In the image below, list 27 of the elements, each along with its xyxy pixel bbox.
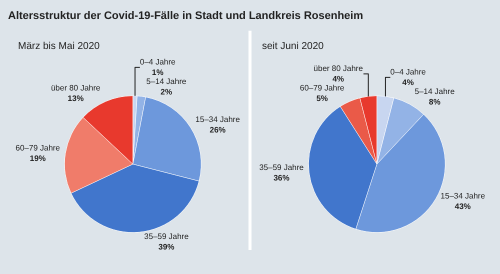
- chart-title: Altersstruktur der Covid-19-Fälle in Stadt und Landkreis Rosenheim: [8, 10, 364, 22]
- slice-label: über 80 Jahre: [314, 64, 364, 74]
- data-label: 2%: [160, 87, 172, 96]
- slice-label: 15–34 Jahre: [440, 192, 486, 201]
- data-label: 39%: [158, 242, 174, 252]
- slice-label: 35–59 Jahre: [259, 163, 304, 172]
- slice-label: 0–4 Jahre: [140, 58, 176, 67]
- slice-label: 5–14 Jahre: [414, 87, 456, 96]
- data-label: 5%: [316, 94, 328, 103]
- slice-label: über 80 Jahre: [50, 84, 101, 93]
- data-label: 13%: [68, 94, 84, 103]
- slice-label: 35–59 Jahre: [144, 232, 190, 242]
- slice-label: 60–79 Jahre: [16, 143, 61, 152]
- data-label: 1%: [152, 68, 164, 78]
- data-label: 19%: [30, 154, 46, 163]
- data-label: 36%: [273, 174, 290, 183]
- data-label: 8%: [428, 98, 440, 106]
- chart-subtitle: seit Juni 2020: [262, 41, 324, 52]
- data-label: 4%: [402, 78, 414, 88]
- slice-label: 0–4 Jahre: [390, 68, 426, 77]
- data-label: 26%: [210, 125, 226, 134]
- slice-label: 60–79 Jahre: [300, 84, 345, 93]
- data-label: 43%: [454, 202, 471, 212]
- data-label: 4%: [332, 74, 344, 84]
- slice-label: 5–14 Jahre: [146, 77, 187, 86]
- slice-label: 15–34 Jahre: [195, 115, 240, 124]
- chart-subtitle: März bis Mai 2020: [18, 41, 100, 52]
